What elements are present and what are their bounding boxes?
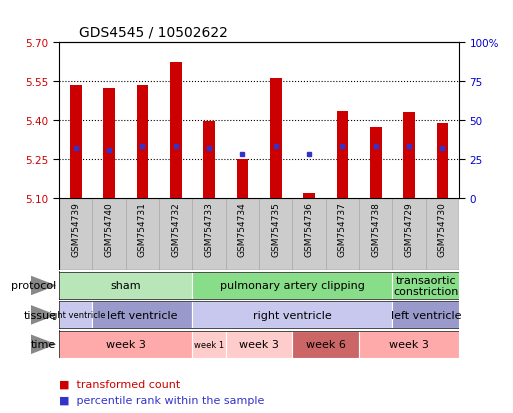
Text: GSM754738: GSM754738 [371,202,380,256]
Text: right ventricle: right ventricle [253,310,332,320]
Text: GSM754739: GSM754739 [71,202,80,256]
Bar [226,198,259,271]
Bar [292,198,326,271]
Bar [170,63,182,198]
Bar [326,198,359,271]
Bar [259,198,292,271]
Bar [192,301,392,329]
Bar [226,331,292,358]
Bar [59,272,192,299]
Bar [392,198,426,271]
Bar [192,198,226,271]
Bar [92,198,126,271]
Text: GSM754737: GSM754737 [338,202,347,256]
Bar [59,301,92,329]
Text: protocol: protocol [11,281,56,291]
Text: GSM754732: GSM754732 [171,202,180,256]
Polygon shape [31,335,56,354]
Bar [292,331,359,358]
Text: GSM754734: GSM754734 [238,202,247,256]
Bar [403,112,415,198]
Bar [359,198,392,271]
Text: left ventricle: left ventricle [390,310,461,320]
Text: ■  percentile rank within the sample: ■ percentile rank within the sample [59,395,264,405]
Text: week 1: week 1 [194,340,224,349]
Text: right ventricle: right ventricle [46,311,105,320]
Text: time: time [31,339,56,349]
Bar [59,331,192,358]
Bar [303,193,315,198]
Bar [192,272,392,299]
Text: GSM754740: GSM754740 [105,202,113,256]
Text: GSM754736: GSM754736 [305,202,313,256]
Text: GSM754733: GSM754733 [205,202,213,256]
Text: week 3: week 3 [239,339,279,349]
Bar [392,301,459,329]
Bar [437,124,448,198]
Text: pulmonary artery clipping: pulmonary artery clipping [220,281,365,291]
Bar [270,79,282,198]
Bar [337,112,348,198]
Text: week 6: week 6 [306,339,346,349]
Bar [92,301,192,329]
Bar [126,198,159,271]
Text: week 3: week 3 [106,339,146,349]
Bar [426,198,459,271]
Text: tissue: tissue [24,310,56,320]
Bar [103,88,115,198]
Text: week 3: week 3 [389,339,429,349]
Bar [70,86,82,198]
Bar [392,272,459,299]
Bar [59,198,92,271]
Bar [236,160,248,198]
Bar [203,121,215,198]
Text: GSM754729: GSM754729 [405,202,413,256]
Polygon shape [31,305,56,325]
Text: sham: sham [110,281,141,291]
Bar [192,331,226,358]
Polygon shape [31,276,56,296]
Text: GSM754735: GSM754735 [271,202,280,256]
Text: ■  transformed count: ■ transformed count [59,378,180,388]
Text: left ventricle: left ventricle [107,310,177,320]
Bar [359,331,459,358]
Bar [370,128,382,198]
Bar [136,86,148,198]
Text: GDS4545 / 10502622: GDS4545 / 10502622 [79,26,228,39]
Text: GSM754731: GSM754731 [138,202,147,256]
Bar [159,198,192,271]
Text: GSM754730: GSM754730 [438,202,447,256]
Text: transaortic
constriction: transaortic constriction [393,275,459,297]
